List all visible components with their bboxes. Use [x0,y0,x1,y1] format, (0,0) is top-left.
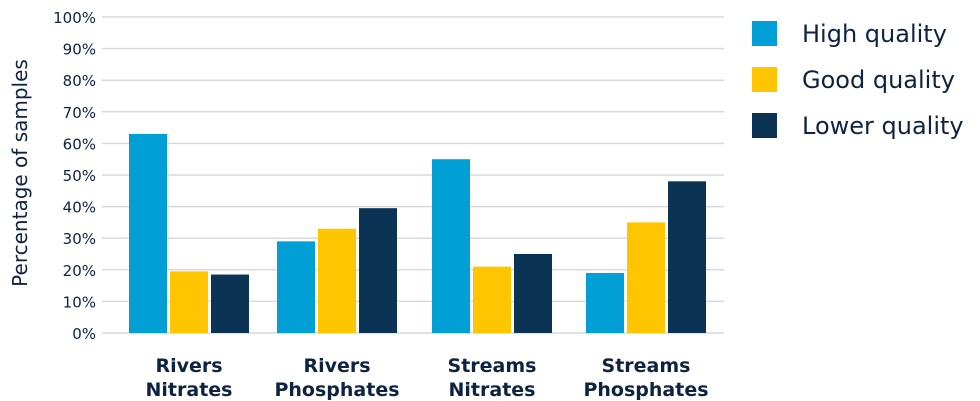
bar [211,274,249,333]
y-axis-title: Percentage of samples [8,59,32,287]
y-tick-label: 100% [53,9,96,27]
bar [359,208,397,333]
y-tick-label: 40% [63,199,96,217]
bar [586,272,624,333]
x-tick-label: Streams Phosphates [583,355,708,401]
y-tick-label: 90% [63,41,96,59]
y-tick-label: 30% [63,230,96,248]
bars [129,133,706,333]
bar [432,159,470,333]
legend: High quality Good quality Lower quality [752,20,964,140]
bar [668,181,706,333]
y-tick-label: 70% [63,104,96,122]
bar [473,266,511,333]
x-axis-labels: Rivers Nitrates Rivers Phosphates Streams Nit… [146,355,709,401]
legend-swatch [752,67,777,92]
x-tick-label: Streams Nitrates [448,355,537,401]
y-axis-ticks: 0% 10% 20% 30% 40% 50% 60% 70% 80% 90% 100% [53,9,96,343]
legend-swatch [752,113,777,138]
y-tick-label: 10% [63,293,96,311]
y-tick-label: 20% [63,262,96,280]
legend-swatch [752,21,777,46]
x-tick-label: Rivers Phosphates [274,355,399,401]
y-tick-label: 80% [63,72,96,90]
bar [514,254,552,333]
bar [129,133,167,333]
bar [170,271,208,333]
y-tick-label: 60% [63,135,96,153]
bar [627,222,665,333]
y-tick-label: 0% [72,325,96,343]
bar [277,241,315,333]
bar [318,228,356,333]
y-tick-label: 50% [63,167,96,185]
legend-label: High quality [802,20,947,48]
legend-label: Good quality [802,66,955,94]
x-tick-label: Rivers Nitrates [146,355,233,401]
legend-label: Lower quality [802,112,964,140]
